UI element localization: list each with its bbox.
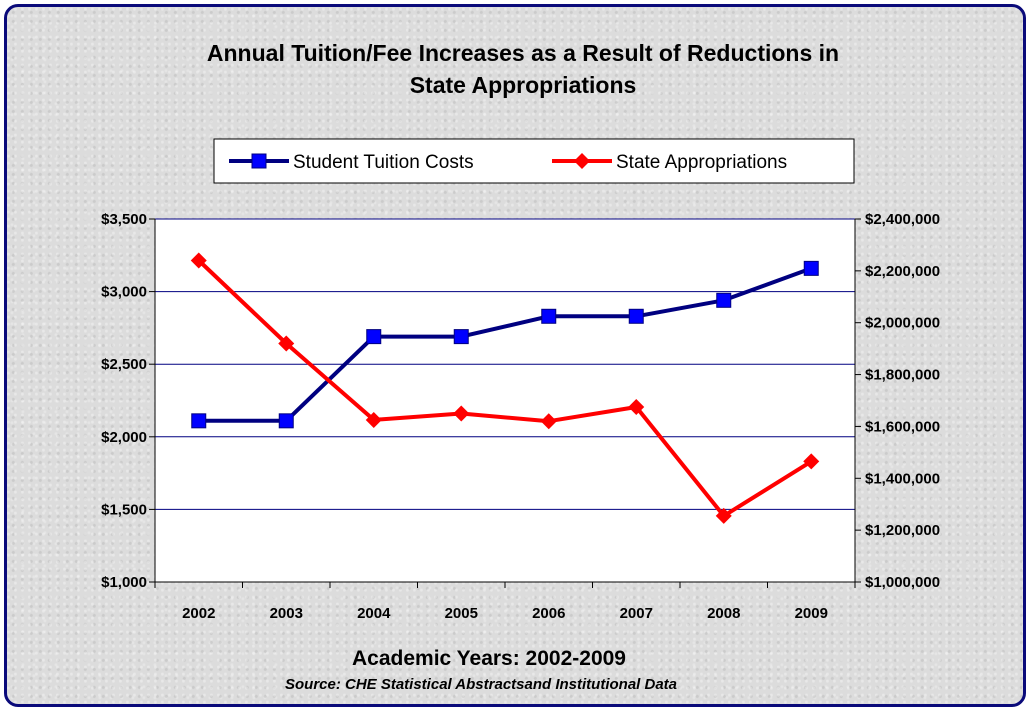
plot-background bbox=[155, 219, 855, 582]
y-right-tick-label: $1,600,000 bbox=[865, 418, 940, 435]
x-tick-label: 2004 bbox=[357, 605, 391, 622]
y-right-tick-label: $1,000,000 bbox=[865, 574, 940, 591]
student-tuition-costs-point bbox=[191, 413, 207, 429]
y-left-tick-label: $2,000 bbox=[101, 429, 147, 446]
source-note: Source: CHE Statistical Abstractsand Ins… bbox=[285, 676, 677, 693]
plot-area: $1,000 $1,500 $2,000 $2,500 $3,000 $3,500 $1,0… bbox=[101, 211, 940, 622]
legend-box bbox=[213, 138, 855, 184]
student-tuition-costs-point bbox=[366, 329, 382, 345]
state-appropriations-point bbox=[453, 405, 470, 422]
chart: Annual Tuition/Fee Increases as a Result… bbox=[101, 40, 940, 693]
chart-title-line-1: Annual Tuition/Fee Increases as a Result… bbox=[207, 40, 839, 66]
x-tick-label: 2005 bbox=[445, 605, 478, 622]
student-tuition-costs-point bbox=[716, 292, 732, 308]
legend-tuition-label: Student Tuition Costs bbox=[293, 152, 474, 173]
y-right-tick-label: $1,800,000 bbox=[865, 367, 940, 384]
x-tick-label: 2007 bbox=[620, 605, 653, 622]
y-left-tick-label: $1,500 bbox=[101, 501, 147, 518]
state-appropriations-point bbox=[803, 453, 820, 470]
y-right-tick-label: $2,400,000 bbox=[865, 211, 940, 228]
y-left-tick-label: $1,000 bbox=[101, 574, 147, 591]
y-left-tick-label: $3,000 bbox=[101, 284, 147, 301]
state-appropriations-point bbox=[190, 252, 207, 269]
x-tick-label: 2006 bbox=[532, 605, 565, 622]
legend-tuition-marker bbox=[251, 153, 267, 169]
x-tick-label: 2009 bbox=[795, 605, 828, 622]
y-right-tick-label: $2,200,000 bbox=[865, 263, 940, 280]
state-appropriations-point bbox=[278, 335, 295, 352]
student-tuition-costs-line bbox=[198, 266, 812, 423]
chart-title-line-2: State Appropriations bbox=[410, 72, 637, 98]
legend-appropriations-label: State Appropriations bbox=[616, 152, 787, 173]
x-axis-title: Academic Years: 2002-2009 bbox=[352, 647, 626, 670]
student-tuition-costs-point bbox=[278, 413, 294, 429]
state-appropriations-point bbox=[540, 413, 557, 430]
legend-appropriations-marker bbox=[574, 153, 590, 169]
student-tuition-costs-point bbox=[628, 308, 644, 324]
x-tick-label: 2008 bbox=[707, 605, 740, 622]
legend: Student Tuition Costs State Appropriatio… bbox=[213, 138, 855, 184]
y-left-tick-label: $2,500 bbox=[101, 356, 147, 373]
x-tick-label: 2003 bbox=[270, 605, 303, 622]
state-appropriations-line bbox=[197, 259, 813, 518]
state-appropriations-point bbox=[628, 398, 645, 415]
state-appropriations-point bbox=[365, 411, 382, 428]
y-right-tick-label: $1,400,000 bbox=[865, 470, 940, 487]
y-left-tick-label: $3,500 bbox=[101, 211, 147, 228]
y-right-tick-label: $1,200,000 bbox=[865, 522, 940, 539]
x-tick-label: 2002 bbox=[182, 605, 215, 622]
student-tuition-costs-point bbox=[803, 260, 819, 276]
y-right-tick-label: $2,000,000 bbox=[865, 315, 940, 332]
student-tuition-costs-point bbox=[453, 329, 469, 345]
state-appropriations-point bbox=[715, 507, 732, 524]
chart-frame: Annual Tuition/Fee Increases as a Result… bbox=[4, 4, 1026, 707]
student-tuition-costs-point bbox=[541, 308, 557, 324]
